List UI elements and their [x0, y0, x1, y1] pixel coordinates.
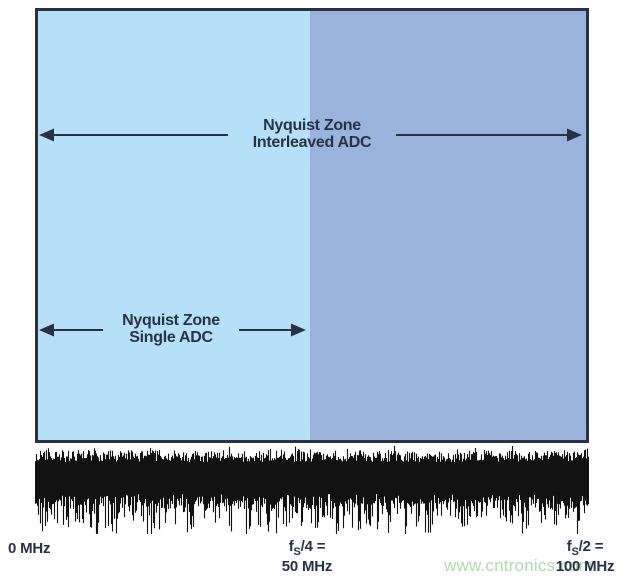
single-zone-label-line2: Single ADC [129, 329, 213, 346]
noise-path [35, 445, 589, 534]
interleaved-zone-label: Nyquist Zone Interleaved ADC [232, 117, 392, 151]
axis-label-fs2-line1: fS/2 = [566, 538, 604, 558]
noise-floor-waveform [35, 445, 589, 534]
axis-label-fs4-line2: 50 MHz [281, 558, 333, 575]
axis-label-0mhz: 0 MHz [8, 540, 51, 557]
subscript-s: S [571, 546, 579, 558]
subscript-s: S [293, 546, 301, 558]
axis-label-fs4: fS/4 = 50 MHz [247, 537, 367, 577]
interleaved-zone-label-line2: Interleaved ADC [252, 134, 372, 151]
watermark-text: www.cntronics.com [444, 556, 593, 575]
single-zone-label: Nyquist Zone Single ADC [91, 312, 251, 346]
axis-label-fs4-line1: fS/4 = [288, 538, 326, 558]
single-adc-zone-region [38, 11, 310, 440]
interleaved-adc-zone-region [310, 11, 586, 440]
axis-label-fs2-line2: 100 MHz [555, 558, 615, 575]
nyquist-zone-box [35, 8, 589, 443]
axis-label-fs2: fS/2 = 100 MHz [525, 537, 630, 577]
interleaved-zone-label-line1: Nyquist Zone [263, 117, 361, 134]
single-zone-label-line1: Nyquist Zone [122, 312, 220, 329]
